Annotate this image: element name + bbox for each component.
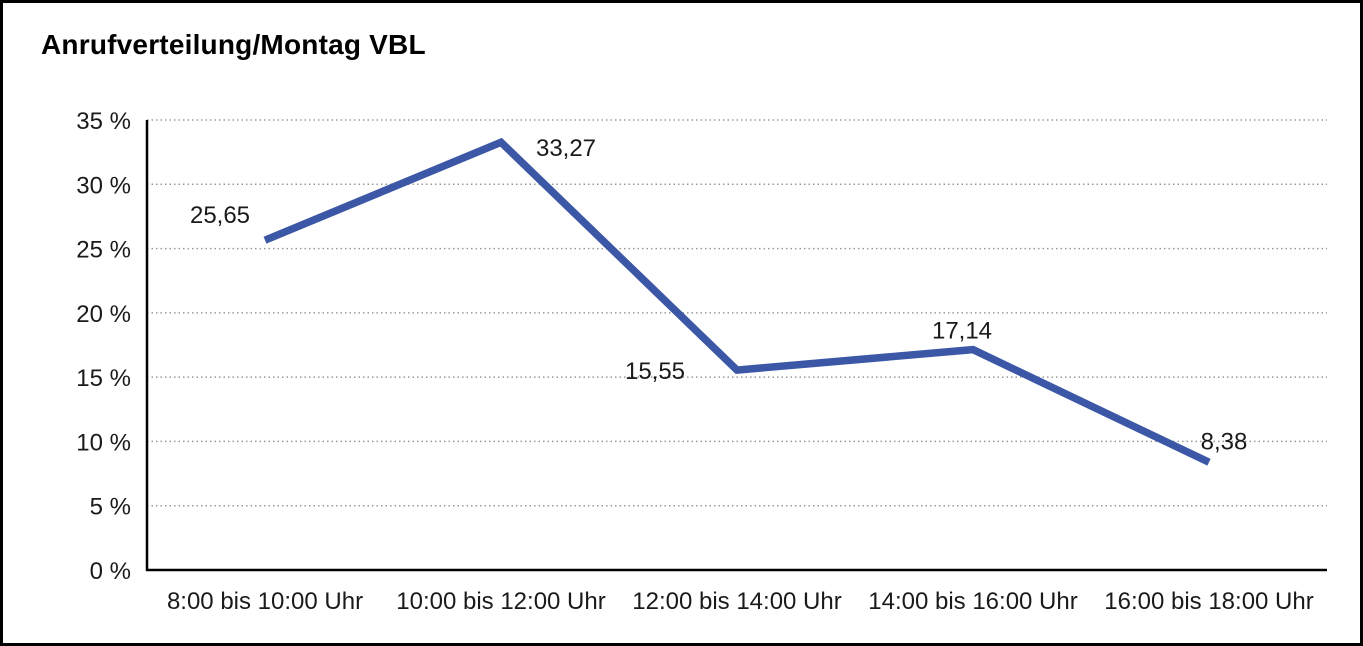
data-point-label: 33,27 (536, 135, 596, 162)
y-tick-label: 20 % (76, 301, 131, 328)
y-tick-label: 0 % (90, 558, 131, 585)
data-point-label: 17,14 (932, 318, 992, 345)
y-tick-label: 30 % (76, 172, 131, 199)
x-tick-label: 10:00 bis 12:00 Uhr (396, 588, 605, 615)
y-tick-label: 35 % (76, 108, 131, 135)
y-tick-label: 10 % (76, 429, 131, 456)
y-tick-label: 15 % (76, 365, 131, 392)
x-tick-label: 14:00 bis 16:00 Uhr (868, 588, 1077, 615)
x-tick-label: 8:00 bis 10:00 Uhr (167, 588, 363, 615)
data-point-label: 15,55 (625, 358, 685, 385)
y-tick-label: 5 % (90, 494, 131, 521)
chart-title: Anrufverteilung/Montag VBL (41, 29, 426, 60)
data-point-label: 25,65 (190, 202, 250, 229)
y-tick-label: 25 % (76, 237, 131, 264)
x-tick-label: 16:00 bis 18:00 Uhr (1104, 588, 1313, 615)
data-line (263, 137, 1211, 466)
line-chart-canvas: 0 % 5 % 10 % 15 % 20 % 25 % 30 % 35 % 25,65 33,27… (76, 108, 1327, 615)
x-tick-label: 12:00 bis 14:00 Uhr (632, 588, 841, 615)
data-point-label: 8,38 (1201, 428, 1248, 455)
